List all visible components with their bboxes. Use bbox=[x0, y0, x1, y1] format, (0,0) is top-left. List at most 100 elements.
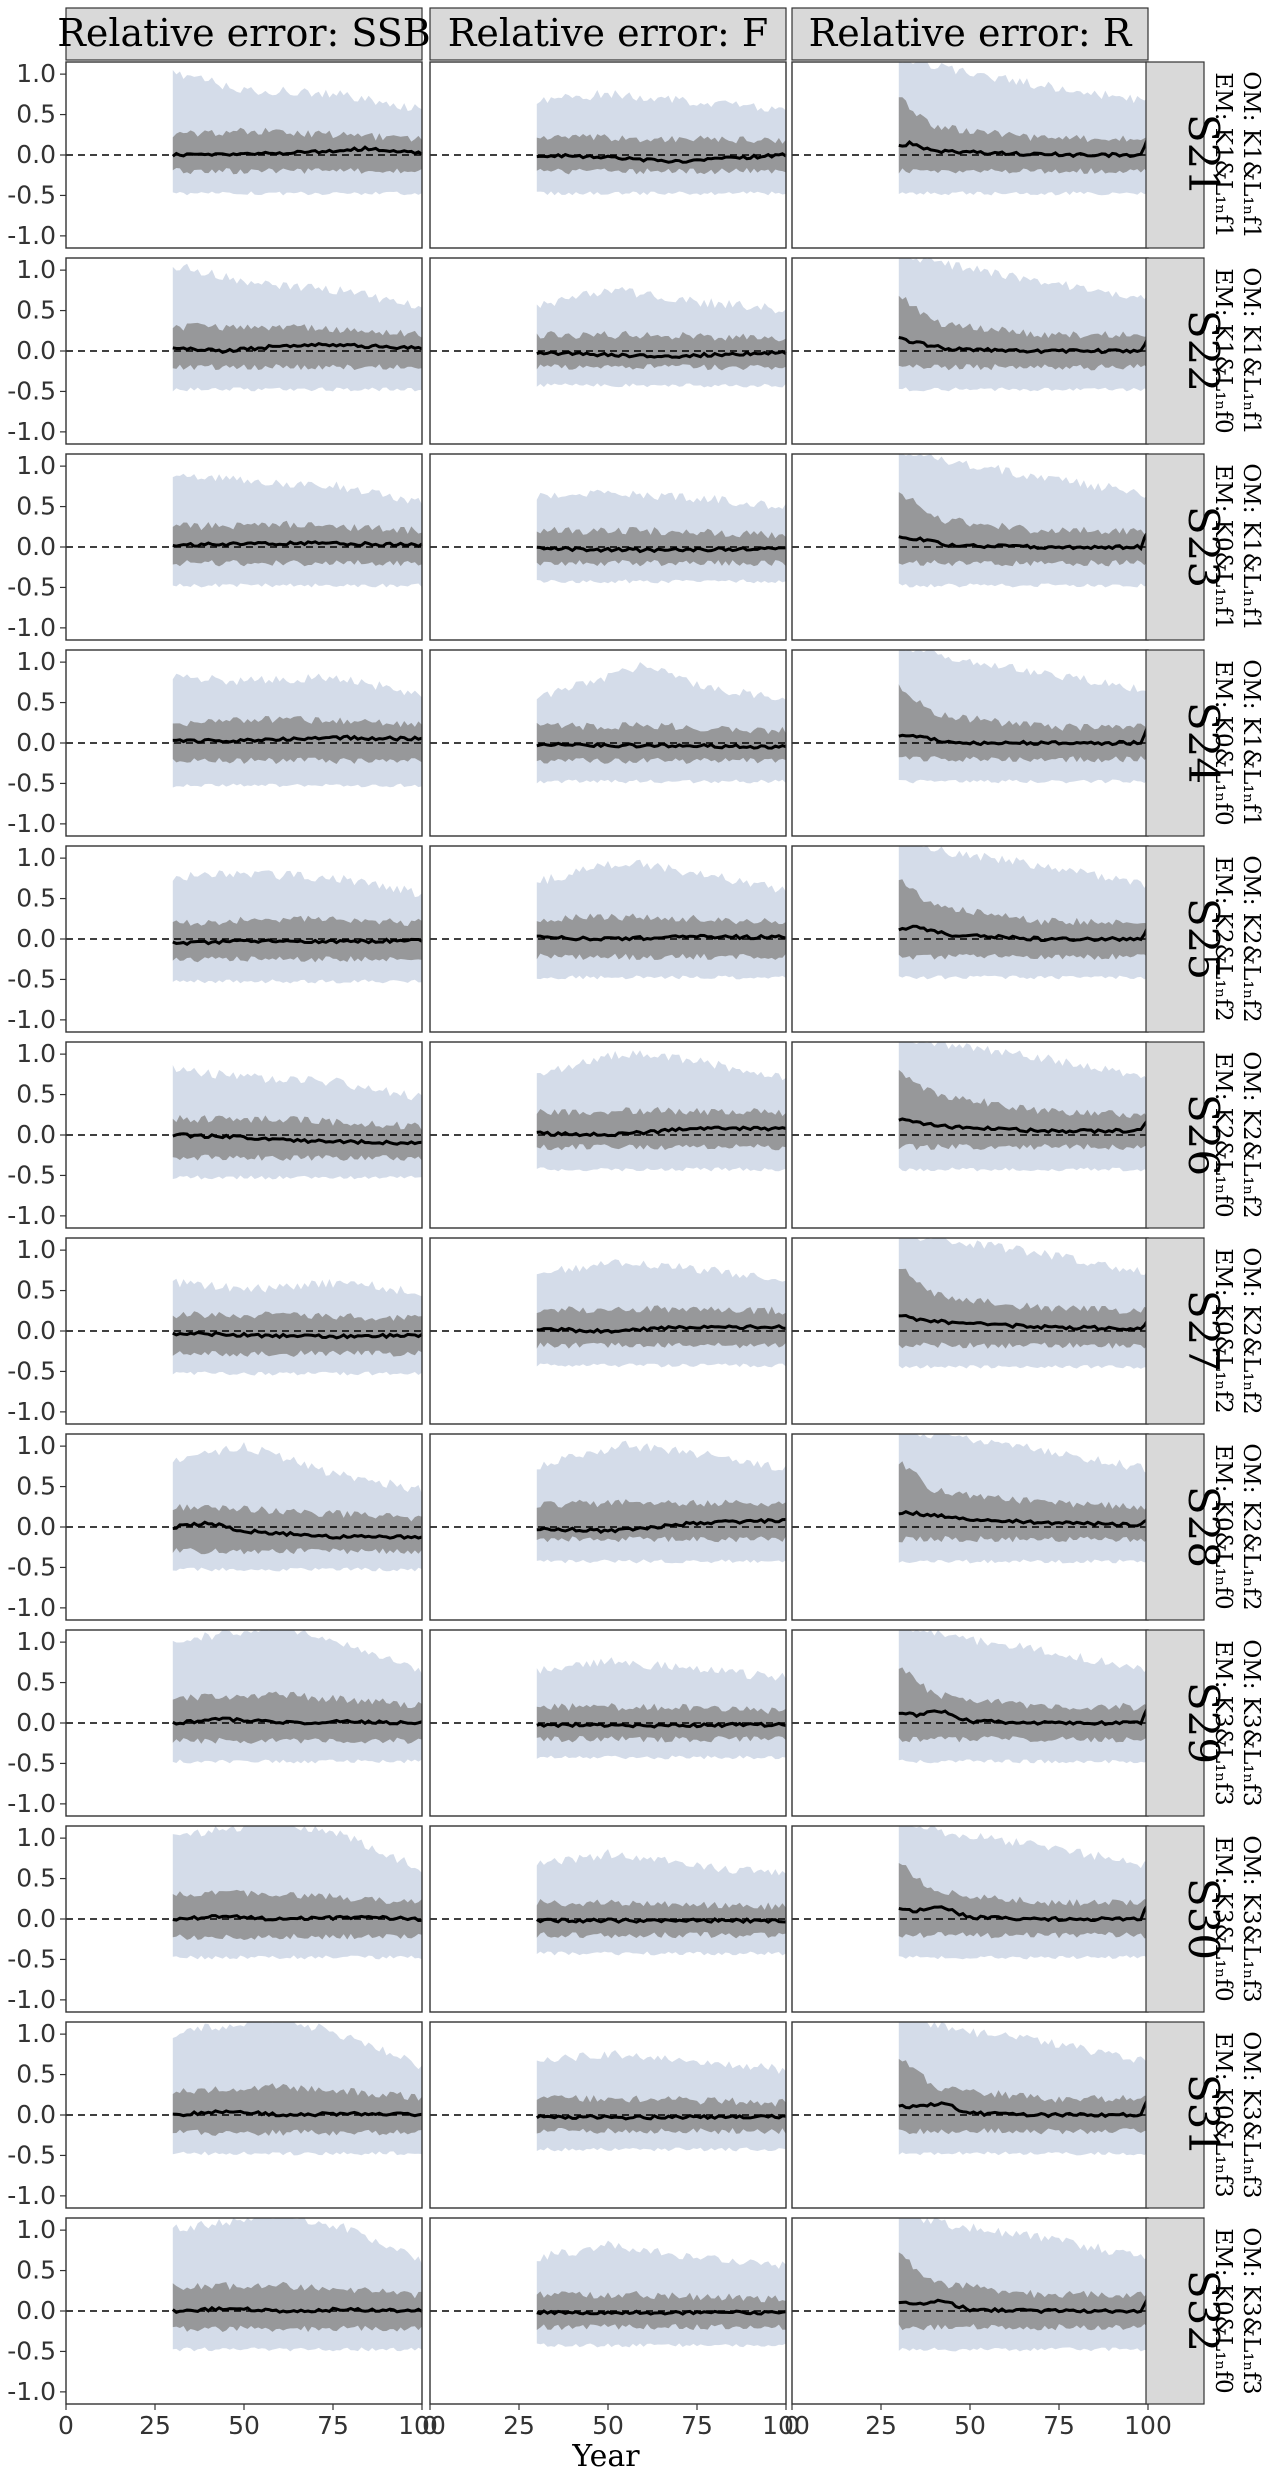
panel-border bbox=[429, 2021, 787, 2209]
inner-uncertainty-band bbox=[536, 1107, 786, 1151]
scenario-label: S29 bbox=[1179, 1682, 1228, 1764]
y-tick-label: 0.0 bbox=[16, 728, 56, 757]
x-tick-label: 0 bbox=[58, 2411, 74, 2440]
y-tick-label: -0.5 bbox=[7, 180, 56, 209]
median-line bbox=[172, 1330, 423, 1340]
y-tick-label: 0.0 bbox=[16, 1512, 56, 1541]
panel-border bbox=[65, 1825, 423, 2013]
estimation-model-label: EM: K3&L₁ₙf0 bbox=[1210, 1836, 1236, 2001]
panel-S28-f bbox=[429, 1433, 787, 1621]
estimation-model-label: EM: K2&L₁ₙf2 bbox=[1210, 856, 1236, 1021]
panel-S24-ssb bbox=[65, 649, 423, 837]
scenario-label: S23 bbox=[1179, 506, 1228, 588]
y-tick-label: 1.0 bbox=[16, 255, 56, 284]
median-line bbox=[898, 1903, 1150, 1923]
operating-model-label: OM: K3&L₁ₙf3 bbox=[1238, 1835, 1264, 2002]
scenario-label: S26 bbox=[1179, 1094, 1228, 1176]
y-tick-label: -1.0 bbox=[7, 1593, 56, 1622]
median-line bbox=[536, 1517, 787, 1535]
scenario-label: S31 bbox=[1179, 2074, 1228, 2156]
inner-uncertainty-band bbox=[172, 1311, 422, 1357]
median-line bbox=[898, 1706, 1150, 1727]
scenario-label: S27 bbox=[1179, 1290, 1228, 1372]
y-tick-label: 0.5 bbox=[16, 1472, 56, 1501]
panel-S30-ssb bbox=[65, 1825, 423, 2013]
column-strip-3 bbox=[791, 7, 1149, 61]
row-strip bbox=[1145, 1237, 1205, 1425]
panel-border bbox=[429, 845, 787, 1033]
panel-S27-r bbox=[791, 1237, 1150, 1425]
panel-S22-ssb bbox=[65, 257, 423, 445]
y-tick-label: -0.5 bbox=[7, 1356, 56, 1385]
inner-uncertainty-band bbox=[172, 1503, 422, 1555]
y-tick-label: 0.5 bbox=[16, 2060, 56, 2089]
operating-model-label: OM: K2&L₁ₙf2 bbox=[1238, 855, 1264, 1022]
inner-uncertainty-band bbox=[172, 1889, 422, 1941]
y-tick-label: 1.0 bbox=[16, 59, 56, 88]
median-line bbox=[898, 2097, 1150, 2119]
inner-uncertainty-band bbox=[172, 1691, 422, 1744]
y-tick-label: -0.5 bbox=[7, 1748, 56, 1777]
median-line bbox=[536, 545, 787, 554]
y-tick-label: 0.5 bbox=[16, 1668, 56, 1697]
operating-model-label: OM: K1&L₁ₙf1 bbox=[1238, 267, 1264, 434]
y-tick-label: 1.0 bbox=[16, 843, 56, 872]
median-line bbox=[172, 341, 423, 355]
x-tick-label: 100 bbox=[398, 2411, 446, 2440]
y-tick-label: 1.0 bbox=[16, 1823, 56, 1852]
y-tick-label: -1.0 bbox=[7, 1985, 56, 2014]
panel-border bbox=[65, 1237, 423, 1425]
y-tick-label: -1.0 bbox=[7, 1789, 56, 1818]
median-line bbox=[172, 1914, 423, 1923]
median-line bbox=[536, 1324, 787, 1334]
y-tick-label: -0.5 bbox=[7, 1944, 56, 1973]
y-tick-label: 0.0 bbox=[16, 532, 56, 561]
median-line bbox=[898, 136, 1150, 159]
estimation-model-label: EM: K0&L₁ₙf0 bbox=[1210, 2228, 1236, 2393]
inner-uncertainty-band bbox=[898, 1268, 1148, 1349]
panel-border bbox=[429, 1041, 787, 1229]
x-tick-label: 50 bbox=[954, 2411, 986, 2440]
row-strip bbox=[1145, 1629, 1205, 1817]
y-tick-label: -0.5 bbox=[7, 768, 56, 797]
column-strip-label: Relative error: R bbox=[809, 11, 1133, 55]
panel-S32-f bbox=[429, 2217, 787, 2405]
panel-S29-ssb bbox=[65, 1629, 423, 1817]
row-strip bbox=[1145, 1041, 1205, 1229]
panel-S22-r bbox=[791, 257, 1150, 445]
operating-model-label: OM: K3&L₁ₙf3 bbox=[1238, 1639, 1264, 1806]
panel-S26-ssb bbox=[65, 1041, 423, 1229]
y-tick-label: -1.0 bbox=[7, 221, 56, 250]
panel-border bbox=[65, 2021, 423, 2209]
median-line bbox=[898, 924, 1150, 943]
operating-model-label: OM: K1&L₁ₙf1 bbox=[1238, 71, 1264, 238]
operating-model-label: OM: K2&L₁ₙf2 bbox=[1238, 1051, 1264, 1218]
median-line bbox=[172, 937, 423, 946]
column-strip-label: Relative error: SSB bbox=[57, 11, 430, 55]
row-strip bbox=[1145, 453, 1205, 641]
x-tick-label: 0 bbox=[784, 2411, 800, 2440]
median-line bbox=[898, 1510, 1149, 1528]
panel-S28-r bbox=[791, 1433, 1149, 1621]
panel-S24-f bbox=[429, 649, 787, 837]
panel-S26-r bbox=[791, 1041, 1150, 1229]
median-line bbox=[172, 1716, 423, 1726]
scenario-label: S30 bbox=[1179, 1878, 1228, 1960]
median-line bbox=[898, 1313, 1150, 1332]
y-tick-label: -0.5 bbox=[7, 964, 56, 993]
panel-border bbox=[65, 1433, 423, 1621]
y-tick-label: -1.0 bbox=[7, 417, 56, 446]
panel-border bbox=[65, 1041, 423, 1229]
x-tick-label: 75 bbox=[317, 2411, 349, 2440]
row-strip bbox=[1145, 649, 1205, 837]
panel-border bbox=[429, 1433, 787, 1621]
panel-border bbox=[429, 257, 787, 445]
y-tick-label: 1.0 bbox=[16, 1039, 56, 1068]
y-tick-label: 0.0 bbox=[16, 924, 56, 953]
y-tick-label: 0.5 bbox=[16, 296, 56, 325]
inner-uncertainty-band bbox=[172, 2281, 422, 2333]
x-tick-label: 50 bbox=[592, 2411, 624, 2440]
estimation-model-label: EM: K0&L₁ₙf2 bbox=[1210, 1248, 1236, 1413]
y-tick-label: 0.0 bbox=[16, 1120, 56, 1149]
